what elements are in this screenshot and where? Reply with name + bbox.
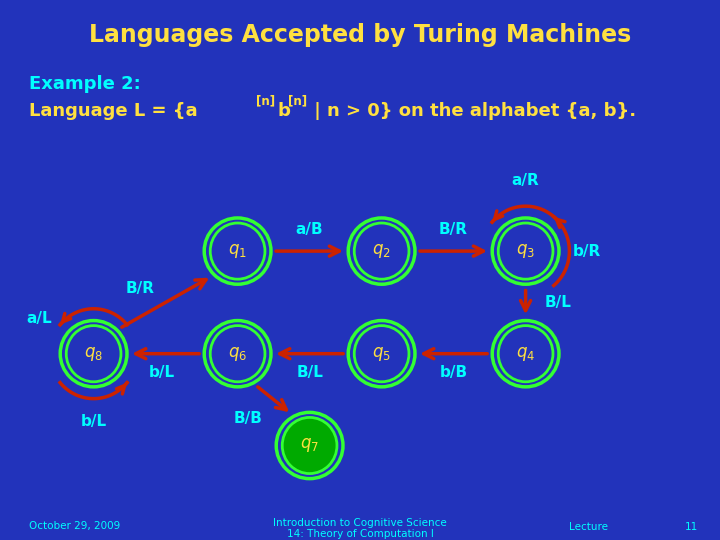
Ellipse shape — [210, 326, 265, 382]
Text: b/R: b/R — [572, 244, 601, 259]
Text: 11: 11 — [685, 522, 698, 531]
Text: b/B: b/B — [439, 365, 468, 380]
Text: $q_{6}$: $q_{6}$ — [228, 345, 247, 363]
Text: a/L: a/L — [27, 311, 53, 326]
Ellipse shape — [498, 326, 553, 382]
Text: $q_{4}$: $q_{4}$ — [516, 345, 535, 363]
Ellipse shape — [354, 223, 409, 279]
Text: 14: Theory of Computation I: 14: Theory of Computation I — [287, 529, 433, 538]
Text: $q_{7}$: $q_{7}$ — [300, 436, 319, 455]
Ellipse shape — [282, 417, 337, 474]
Ellipse shape — [66, 326, 121, 382]
Text: [n]: [n] — [288, 94, 307, 107]
Text: [n]: [n] — [256, 94, 275, 107]
Text: B/B: B/B — [234, 411, 263, 426]
Text: $q_{2}$: $q_{2}$ — [372, 242, 391, 260]
Text: Languages Accepted by Turing Machines: Languages Accepted by Turing Machines — [89, 23, 631, 47]
Text: Language L = {a: Language L = {a — [29, 102, 197, 120]
Text: B/L: B/L — [544, 295, 572, 310]
Text: | n > 0} on the alphabet {a, b}.: | n > 0} on the alphabet {a, b}. — [308, 102, 636, 120]
Text: b/L: b/L — [81, 414, 107, 429]
Text: B/R: B/R — [439, 222, 468, 237]
Text: a/B: a/B — [296, 222, 323, 237]
Text: $q_{8}$: $q_{8}$ — [84, 345, 103, 363]
Text: $q_{3}$: $q_{3}$ — [516, 242, 535, 260]
Text: a/R: a/R — [512, 173, 539, 188]
Text: October 29, 2009: October 29, 2009 — [29, 522, 120, 531]
Text: Example 2:: Example 2: — [29, 75, 140, 93]
Text: b/L: b/L — [149, 365, 175, 380]
Text: $q_{5}$: $q_{5}$ — [372, 345, 391, 363]
Ellipse shape — [354, 326, 409, 382]
Text: b: b — [277, 102, 290, 120]
Text: Introduction to Cognitive Science: Introduction to Cognitive Science — [273, 518, 447, 528]
Text: Lecture: Lecture — [569, 522, 608, 531]
Text: B/L: B/L — [296, 365, 323, 380]
Ellipse shape — [498, 223, 553, 279]
Ellipse shape — [210, 223, 265, 279]
Text: B/R: B/R — [126, 281, 155, 296]
Text: $q_{1}$: $q_{1}$ — [228, 242, 247, 260]
